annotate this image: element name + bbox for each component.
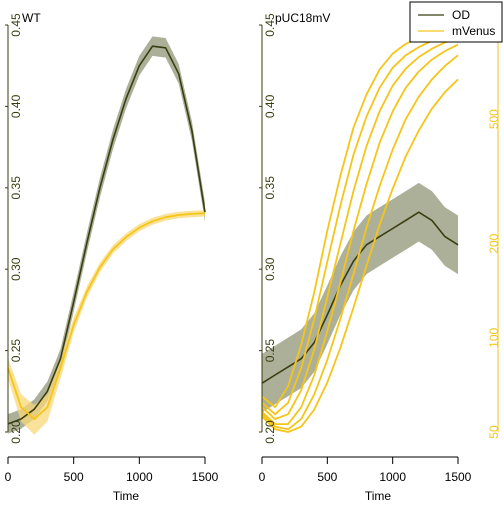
legend-venus-label: mVenus	[452, 24, 495, 38]
venus-tick-label: 50	[487, 425, 501, 439]
wt-title: WT	[22, 11, 41, 25]
x-tick-label: 0	[5, 470, 12, 484]
mvenus-line-0-1	[7, 212, 206, 421]
legend-box	[409, 1, 503, 43]
venus-tick-label: 500	[487, 109, 501, 129]
puc18mv-xlabel: Time	[365, 489, 392, 503]
od-tick-label: 0.45	[9, 13, 23, 37]
od-band-0-0	[8, 36, 205, 434]
mvenus-line-1-3	[261, 36, 459, 421]
wt-panel: 0 500 1000 1500 0.20 0.25 0.30 0.35 0.40 0.45 WT…	[5, 11, 219, 503]
od-tick-label: 0.30	[9, 257, 23, 281]
x-tick-label: 500	[317, 470, 337, 484]
venus-tick-label: 100	[487, 327, 501, 347]
puc18mv-panel: 0 500 1000 1500 0.20 0.25 0.30 0.35 0.40 0.45 50…	[259, 11, 501, 503]
od-tick-label: 0.35	[263, 176, 277, 200]
x-tick-label: 500	[64, 470, 84, 484]
mvenus-line-1-5	[261, 54, 459, 431]
x-tick-label: 1000	[379, 470, 406, 484]
od-tick-label: 0.25	[263, 339, 277, 363]
od-tick-label: 0.35	[9, 176, 23, 200]
legend: OD mVenus	[409, 1, 503, 43]
mvenus-line-1-2	[261, 31, 459, 416]
puc18mv-title: pUC18mV	[275, 11, 330, 25]
x-tick-label: 1500	[192, 470, 219, 484]
od-tick-label: 0.45	[263, 13, 277, 37]
od-tick-label: 0.20	[9, 420, 23, 444]
od-tick-label: 0.40	[263, 94, 277, 118]
od-tick-label: 0.25	[9, 339, 23, 363]
legend-od-label: OD	[452, 8, 470, 22]
od-tick-label: 0.40	[9, 94, 23, 118]
mvenus-line-1-6	[261, 78, 459, 433]
x-tick-label: 1000	[126, 470, 153, 484]
venus-tick-label: 200	[487, 233, 501, 253]
od-line-0-0	[7, 45, 206, 425]
mvenus-line-1-4	[261, 43, 459, 426]
od-tick-label: 0.20	[263, 420, 277, 444]
od-tick-label: 0.30	[263, 257, 277, 281]
od-band-1-0	[262, 182, 458, 413]
wt-xlabel: Time	[113, 489, 140, 503]
x-tick-label: 0	[259, 470, 266, 484]
x-tick-label: 1500	[445, 470, 472, 484]
